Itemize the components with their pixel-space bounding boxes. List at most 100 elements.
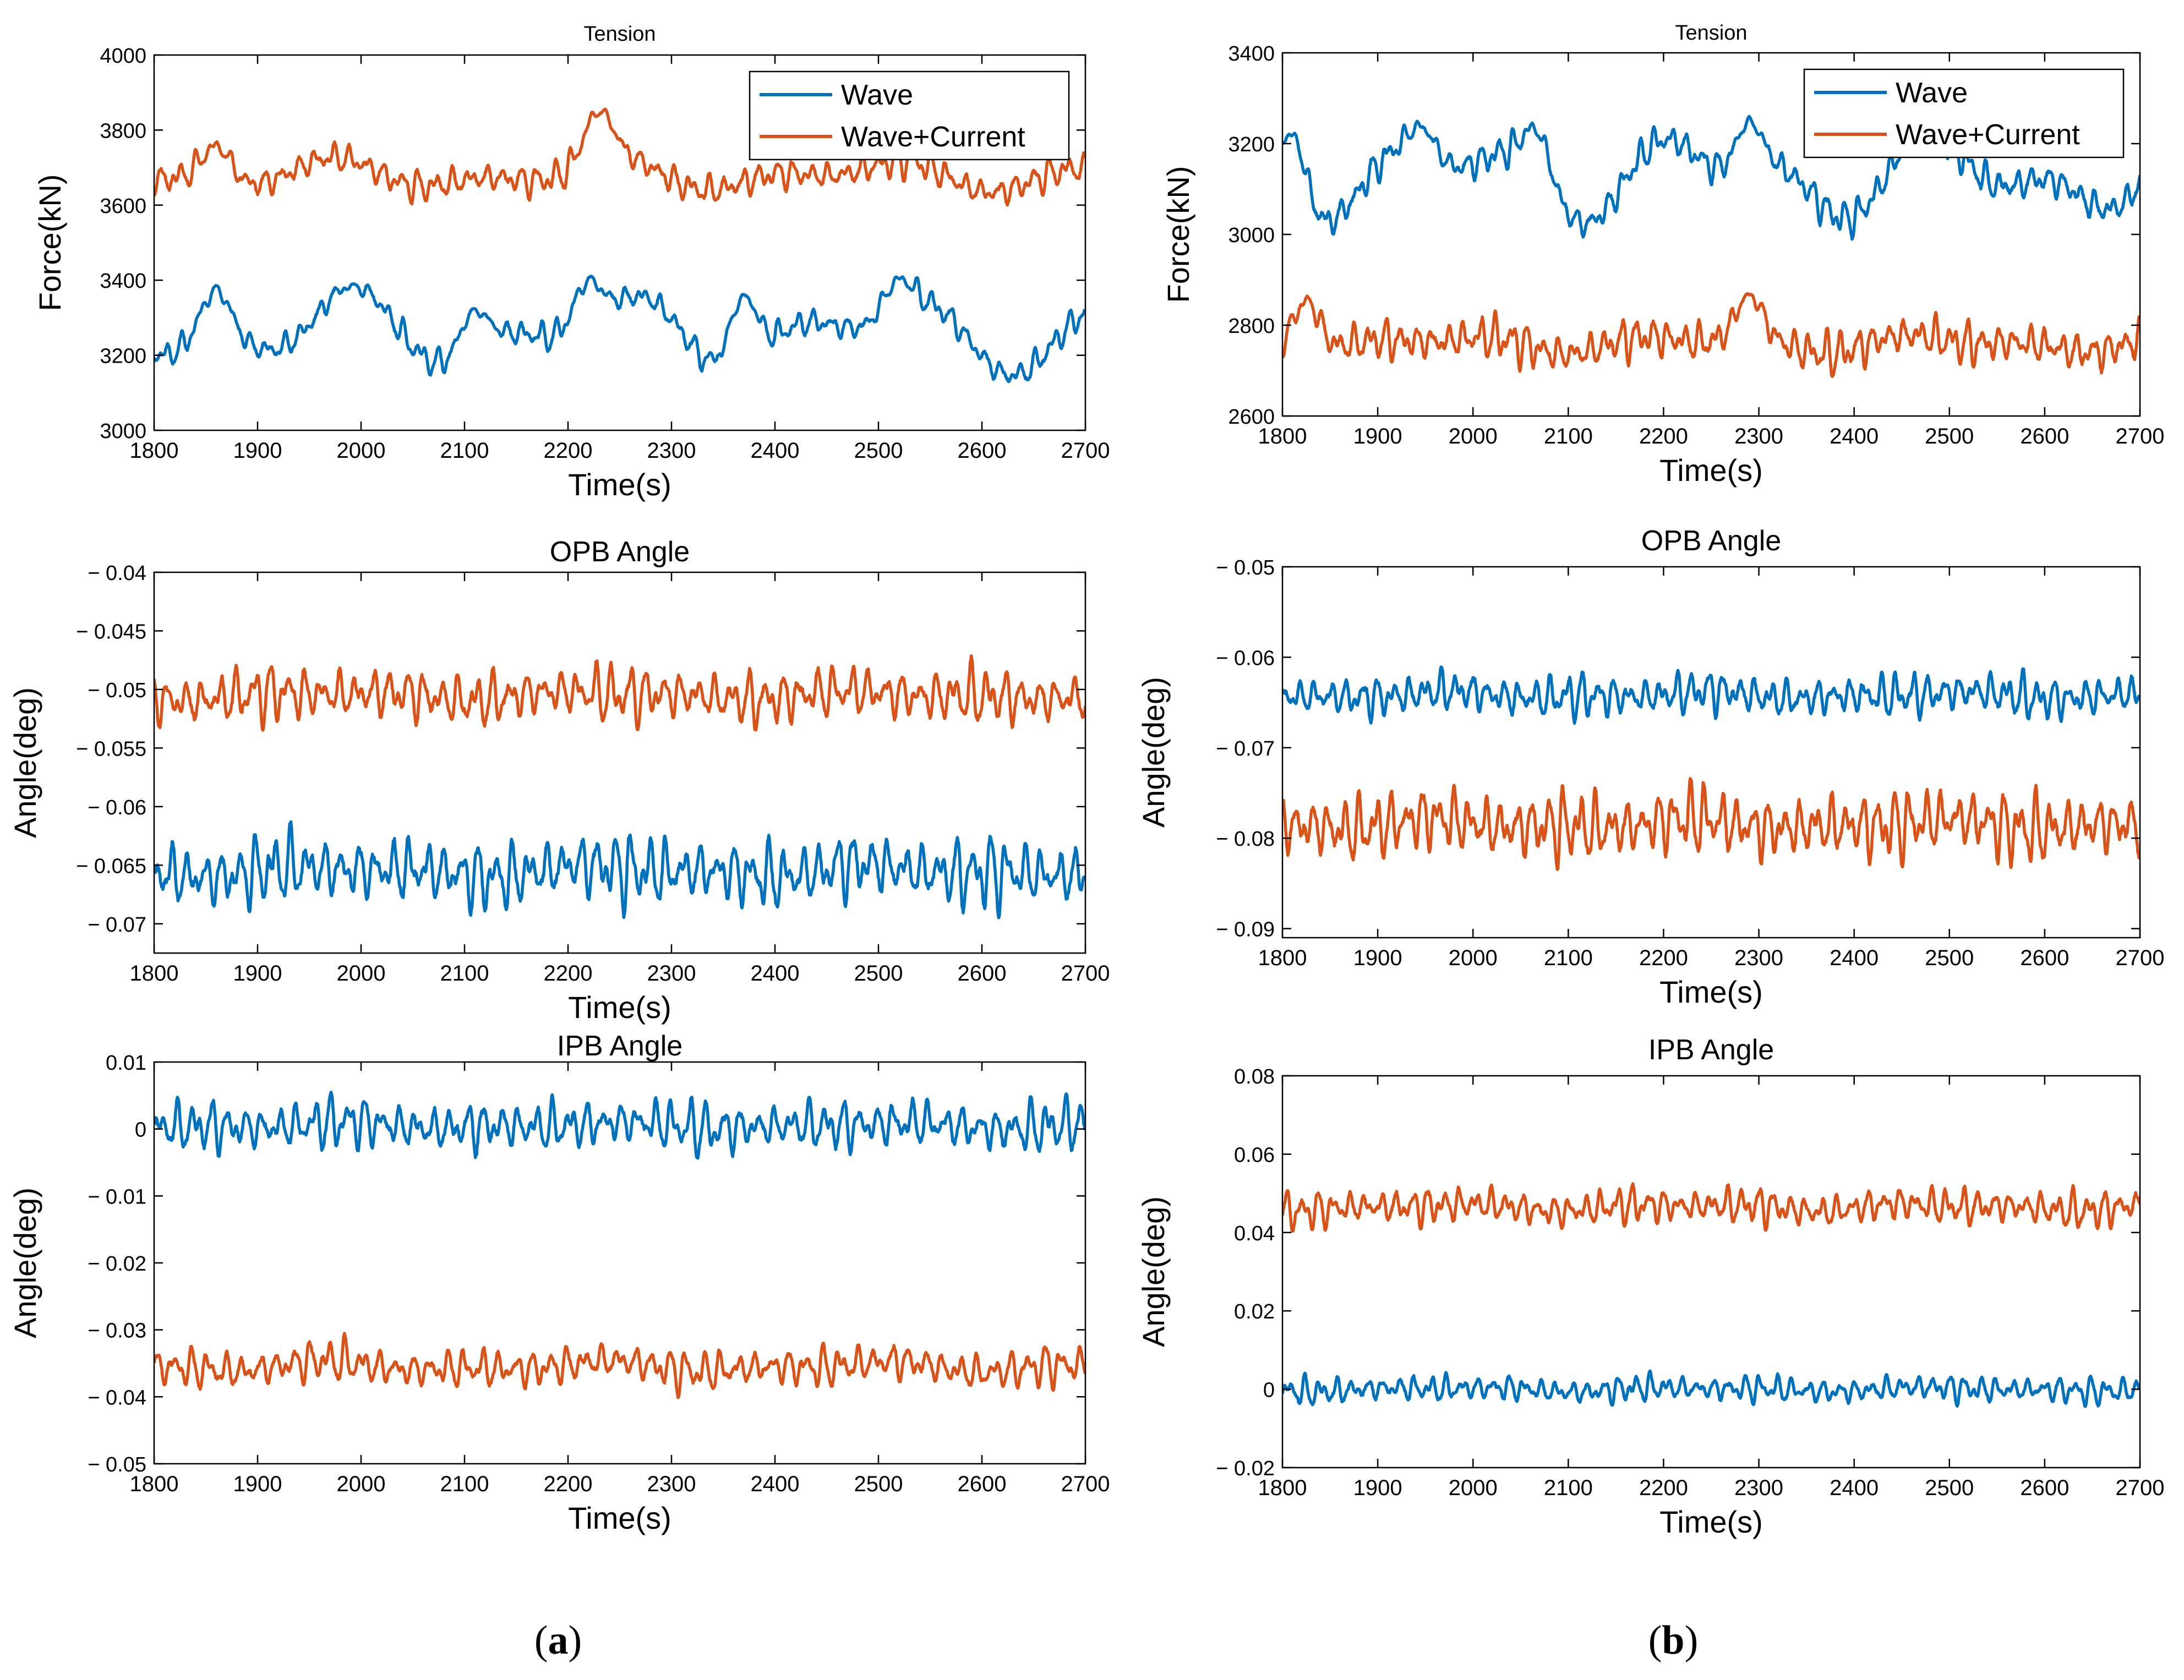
chart-b-2: 1800 1900 2000 2100 2200 2300 2400 2500 2600 2700… — [1136, 525, 2164, 1009]
x-axis-label: Time(s) — [568, 990, 671, 1025]
y-tick-label: − 0.065 — [76, 855, 146, 878]
chart-title: OPB Angle — [550, 536, 690, 568]
series-line-wave — [154, 1090, 1085, 1160]
x-tick-label: 1900 — [233, 439, 282, 463]
series-line-wave-plus-current — [154, 654, 1085, 732]
y-tick-label: − 0.05 — [88, 1453, 146, 1476]
y-tick-label: − 0.045 — [76, 620, 146, 643]
x-axis-label: Time(s) — [1659, 975, 1763, 1009]
x-tick-label: 2100 — [1544, 424, 1593, 448]
x-tick-label: 2100 — [1544, 1476, 1593, 1500]
x-tick-label: 2000 — [1449, 1476, 1498, 1500]
x-tick-label: 1800 — [1258, 946, 1307, 970]
plot-frame — [1281, 566, 2141, 939]
plot-frame — [153, 571, 1086, 954]
y-tick-label: − 0.05 — [1216, 556, 1275, 579]
y-tick-label: − 0.06 — [88, 796, 146, 819]
y-tick-label: 0.06 — [1234, 1143, 1275, 1167]
x-tick-label: 1800 — [130, 961, 179, 986]
y-axis-label: Angle(deg) — [1136, 677, 1171, 828]
x-tick-label: 2600 — [2020, 424, 2069, 448]
legend-box — [749, 70, 1070, 161]
y-tick-label: − 0.04 — [88, 1386, 146, 1409]
x-tick-label: 1900 — [233, 1472, 282, 1496]
y-tick-label: 0 — [1263, 1379, 1275, 1402]
chart-title: Tension — [1675, 21, 1748, 45]
y-tick-label: 0.02 — [1234, 1300, 1275, 1323]
x-tick-label: 1900 — [1353, 1476, 1402, 1500]
chart-title: IPB Angle — [557, 1030, 682, 1062]
x-tick-label: 1900 — [233, 961, 282, 986]
x-tick-label: 2400 — [1830, 946, 1879, 970]
y-tick-label: − 0.02 — [1216, 1457, 1275, 1480]
x-tick-label: 1900 — [1353, 946, 1402, 970]
x-tick-label: 2100 — [440, 439, 489, 463]
legend-label: Wave — [1896, 77, 1968, 109]
x-tick-label: 2600 — [958, 1472, 1007, 1496]
y-tick-label: 0.01 — [106, 1052, 146, 1075]
y-tick-label: − 0.05 — [88, 679, 146, 702]
y-tick-label: 2600 — [1228, 406, 1275, 429]
x-tick-label: 2500 — [1925, 1476, 1974, 1500]
chart-b-1: 1800 1900 2000 2100 2200 2300 2400 2500 2600 2700… — [1161, 21, 2164, 488]
panel-label-b: (b) — [1648, 1618, 1698, 1663]
x-axis-label: Time(s) — [1659, 1504, 1763, 1539]
y-tick-label: − 0.04 — [88, 562, 146, 585]
y-tick-label: 0 — [135, 1119, 146, 1142]
x-tick-label: 2600 — [2020, 1476, 2069, 1500]
y-axis-label: Force(kN) — [1161, 166, 1195, 303]
series-line-wave — [154, 275, 1085, 384]
y-tick-label: 2800 — [1228, 315, 1275, 338]
x-tick-label: 2600 — [958, 439, 1007, 463]
y-tick-label: − 0.03 — [88, 1320, 146, 1343]
y-tick-label: 3400 — [100, 270, 146, 293]
x-tick-label: 2300 — [1734, 1476, 1783, 1500]
legend-label: Wave — [841, 79, 913, 111]
legend-label: Wave+Current — [1896, 119, 2080, 151]
y-tick-label: 0.08 — [1234, 1065, 1275, 1088]
x-tick-label: 2300 — [647, 961, 696, 986]
y-tick-label: − 0.06 — [1216, 647, 1275, 670]
y-tick-label: 0.04 — [1234, 1222, 1275, 1245]
x-tick-label: 2500 — [1925, 946, 1974, 970]
series-line-wave-plus-current — [154, 1332, 1085, 1399]
x-tick-label: 2400 — [1830, 424, 1879, 448]
x-tick-label: 2200 — [1639, 1476, 1688, 1500]
y-tick-label: 3200 — [1228, 133, 1275, 156]
x-tick-label: 2400 — [751, 439, 800, 463]
y-tick-label: − 0.01 — [88, 1185, 146, 1208]
x-tick-label: 2000 — [337, 439, 386, 463]
y-tick-label: 3000 — [1228, 224, 1275, 247]
x-tick-label: 2700 — [2116, 946, 2165, 970]
chart-b-3: 1800 1900 2000 2100 2200 2300 2400 2500 2600 2700… — [1136, 1034, 2164, 1539]
x-axis-label: Time(s) — [1659, 453, 1763, 488]
y-tick-label: − 0.07 — [1216, 737, 1275, 760]
y-axis-label: Angle(deg) — [8, 1188, 42, 1338]
x-tick-label: 2300 — [1734, 946, 1783, 970]
x-tick-label: 2700 — [2116, 1476, 2165, 1500]
charts-layer: 1800 1900 2000 2100 2200 2300 2400 2500 2600 2700… — [8, 21, 2164, 1539]
y-tick-label: 3400 — [1228, 42, 1275, 65]
series-line-wave-plus-current — [1282, 777, 2140, 871]
chart-a-3: 1800 1900 2000 2100 2200 2300 2400 2500 2600 2700… — [8, 1030, 1110, 1535]
series-line-wave-plus-current — [1282, 292, 2140, 378]
y-tick-label: − 0.09 — [1216, 918, 1275, 942]
x-tick-label: 1800 — [130, 1472, 179, 1496]
y-axis-label: Angle(deg) — [8, 687, 42, 838]
plot-frame — [153, 54, 1086, 431]
y-tick-label: − 0.055 — [76, 737, 146, 760]
y-tick-label: 3600 — [100, 195, 146, 218]
x-tick-label: 2300 — [647, 439, 696, 463]
y-tick-label: − 0.08 — [1216, 828, 1275, 851]
y-tick-label: − 0.07 — [88, 913, 146, 937]
x-tick-label: 2700 — [2116, 424, 2165, 448]
x-tick-label: 2500 — [854, 439, 903, 463]
chart-title: IPB Angle — [1648, 1034, 1774, 1066]
chart-title: Tension — [584, 23, 656, 46]
y-tick-label: 3000 — [100, 420, 146, 443]
x-tick-label: 2000 — [1449, 946, 1498, 970]
x-tick-label: 2700 — [1061, 439, 1110, 463]
x-tick-label: 2500 — [854, 961, 903, 986]
